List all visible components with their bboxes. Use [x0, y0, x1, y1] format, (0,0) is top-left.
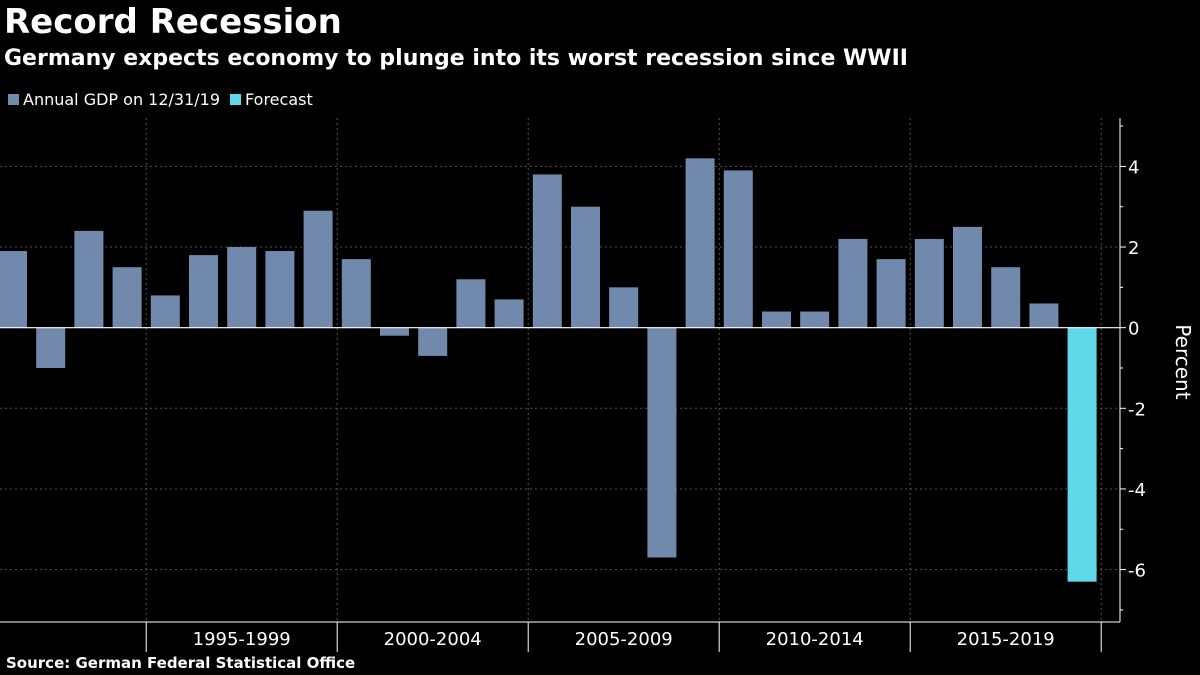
bar-gdp-1997	[227, 247, 257, 328]
bar-gdp-1995	[150, 295, 180, 328]
legend: Annual GDP on 12/31/19 Forecast	[8, 90, 323, 109]
x-group-label: 1995-1999	[193, 629, 291, 650]
bar-gdp-1991	[0, 251, 27, 328]
bar-gdp-2014	[876, 259, 906, 328]
bar-gdp-2002	[418, 327, 448, 356]
bar-gdp-1996	[189, 255, 218, 328]
legend-item-forecast: Forecast	[230, 90, 313, 109]
bar-gdp-2011	[762, 311, 791, 328]
legend-swatch-forecast	[230, 94, 242, 105]
bar-gdp-1993	[74, 230, 104, 328]
bar-gdp-1999	[303, 210, 333, 328]
bar-gdp-2004	[494, 299, 524, 328]
chart-subtitle: Germany expects economy to plunge into i…	[4, 46, 908, 71]
legend-label-annual-gdp: Annual GDP on 12/31/19	[23, 90, 221, 109]
x-group-label: 2015-2019	[957, 629, 1055, 650]
bar-gdp-1994	[112, 267, 142, 328]
y-tick-label: -4	[1128, 480, 1146, 501]
y-tick-label: -6	[1128, 561, 1146, 582]
bar-gdp-2015	[914, 238, 944, 328]
bar-gdp-2000	[341, 259, 371, 328]
bar-gdp-2012	[800, 311, 830, 328]
source-note: Source: German Federal Statistical Offic…	[6, 654, 356, 672]
x-group-label: 2005-2009	[575, 629, 673, 650]
bar-gdp-2018	[1029, 303, 1059, 328]
legend-label-forecast: Forecast	[245, 90, 313, 109]
legend-item-annual-gdp: Annual GDP on 12/31/19	[8, 90, 220, 109]
x-group-label: 2010-2014	[766, 629, 864, 650]
bar-gdp-2010	[723, 170, 753, 328]
bar-gdp-1992	[36, 327, 66, 368]
chart-title: Record Recession	[4, 2, 342, 42]
bar-gdp-2006	[571, 206, 600, 328]
bar-gdp-2009	[685, 158, 715, 328]
y-tick-label: 2	[1128, 238, 1139, 259]
bar-gdp-1998	[265, 251, 295, 328]
bar-forecast-2019	[1067, 327, 1097, 582]
bar-gdp-2016	[953, 226, 982, 328]
bar-gdp-2001	[380, 327, 409, 336]
bar-gdp-2008	[647, 327, 677, 558]
bar-gdp-2005	[532, 174, 562, 328]
y-tick-label: 0	[1128, 319, 1139, 340]
x-group-label: 2000-2004	[384, 629, 482, 650]
bar-gdp-2013	[838, 238, 868, 328]
y-axis-label: Percent	[1171, 324, 1195, 399]
legend-swatch-annual-gdp	[8, 94, 19, 105]
bar-gdp-2003	[456, 279, 486, 328]
y-tick-label: -2	[1128, 399, 1146, 420]
bar-gdp-2017	[991, 267, 1021, 328]
bar-gdp-2007	[609, 287, 639, 328]
y-tick-label: 4	[1128, 157, 1139, 178]
